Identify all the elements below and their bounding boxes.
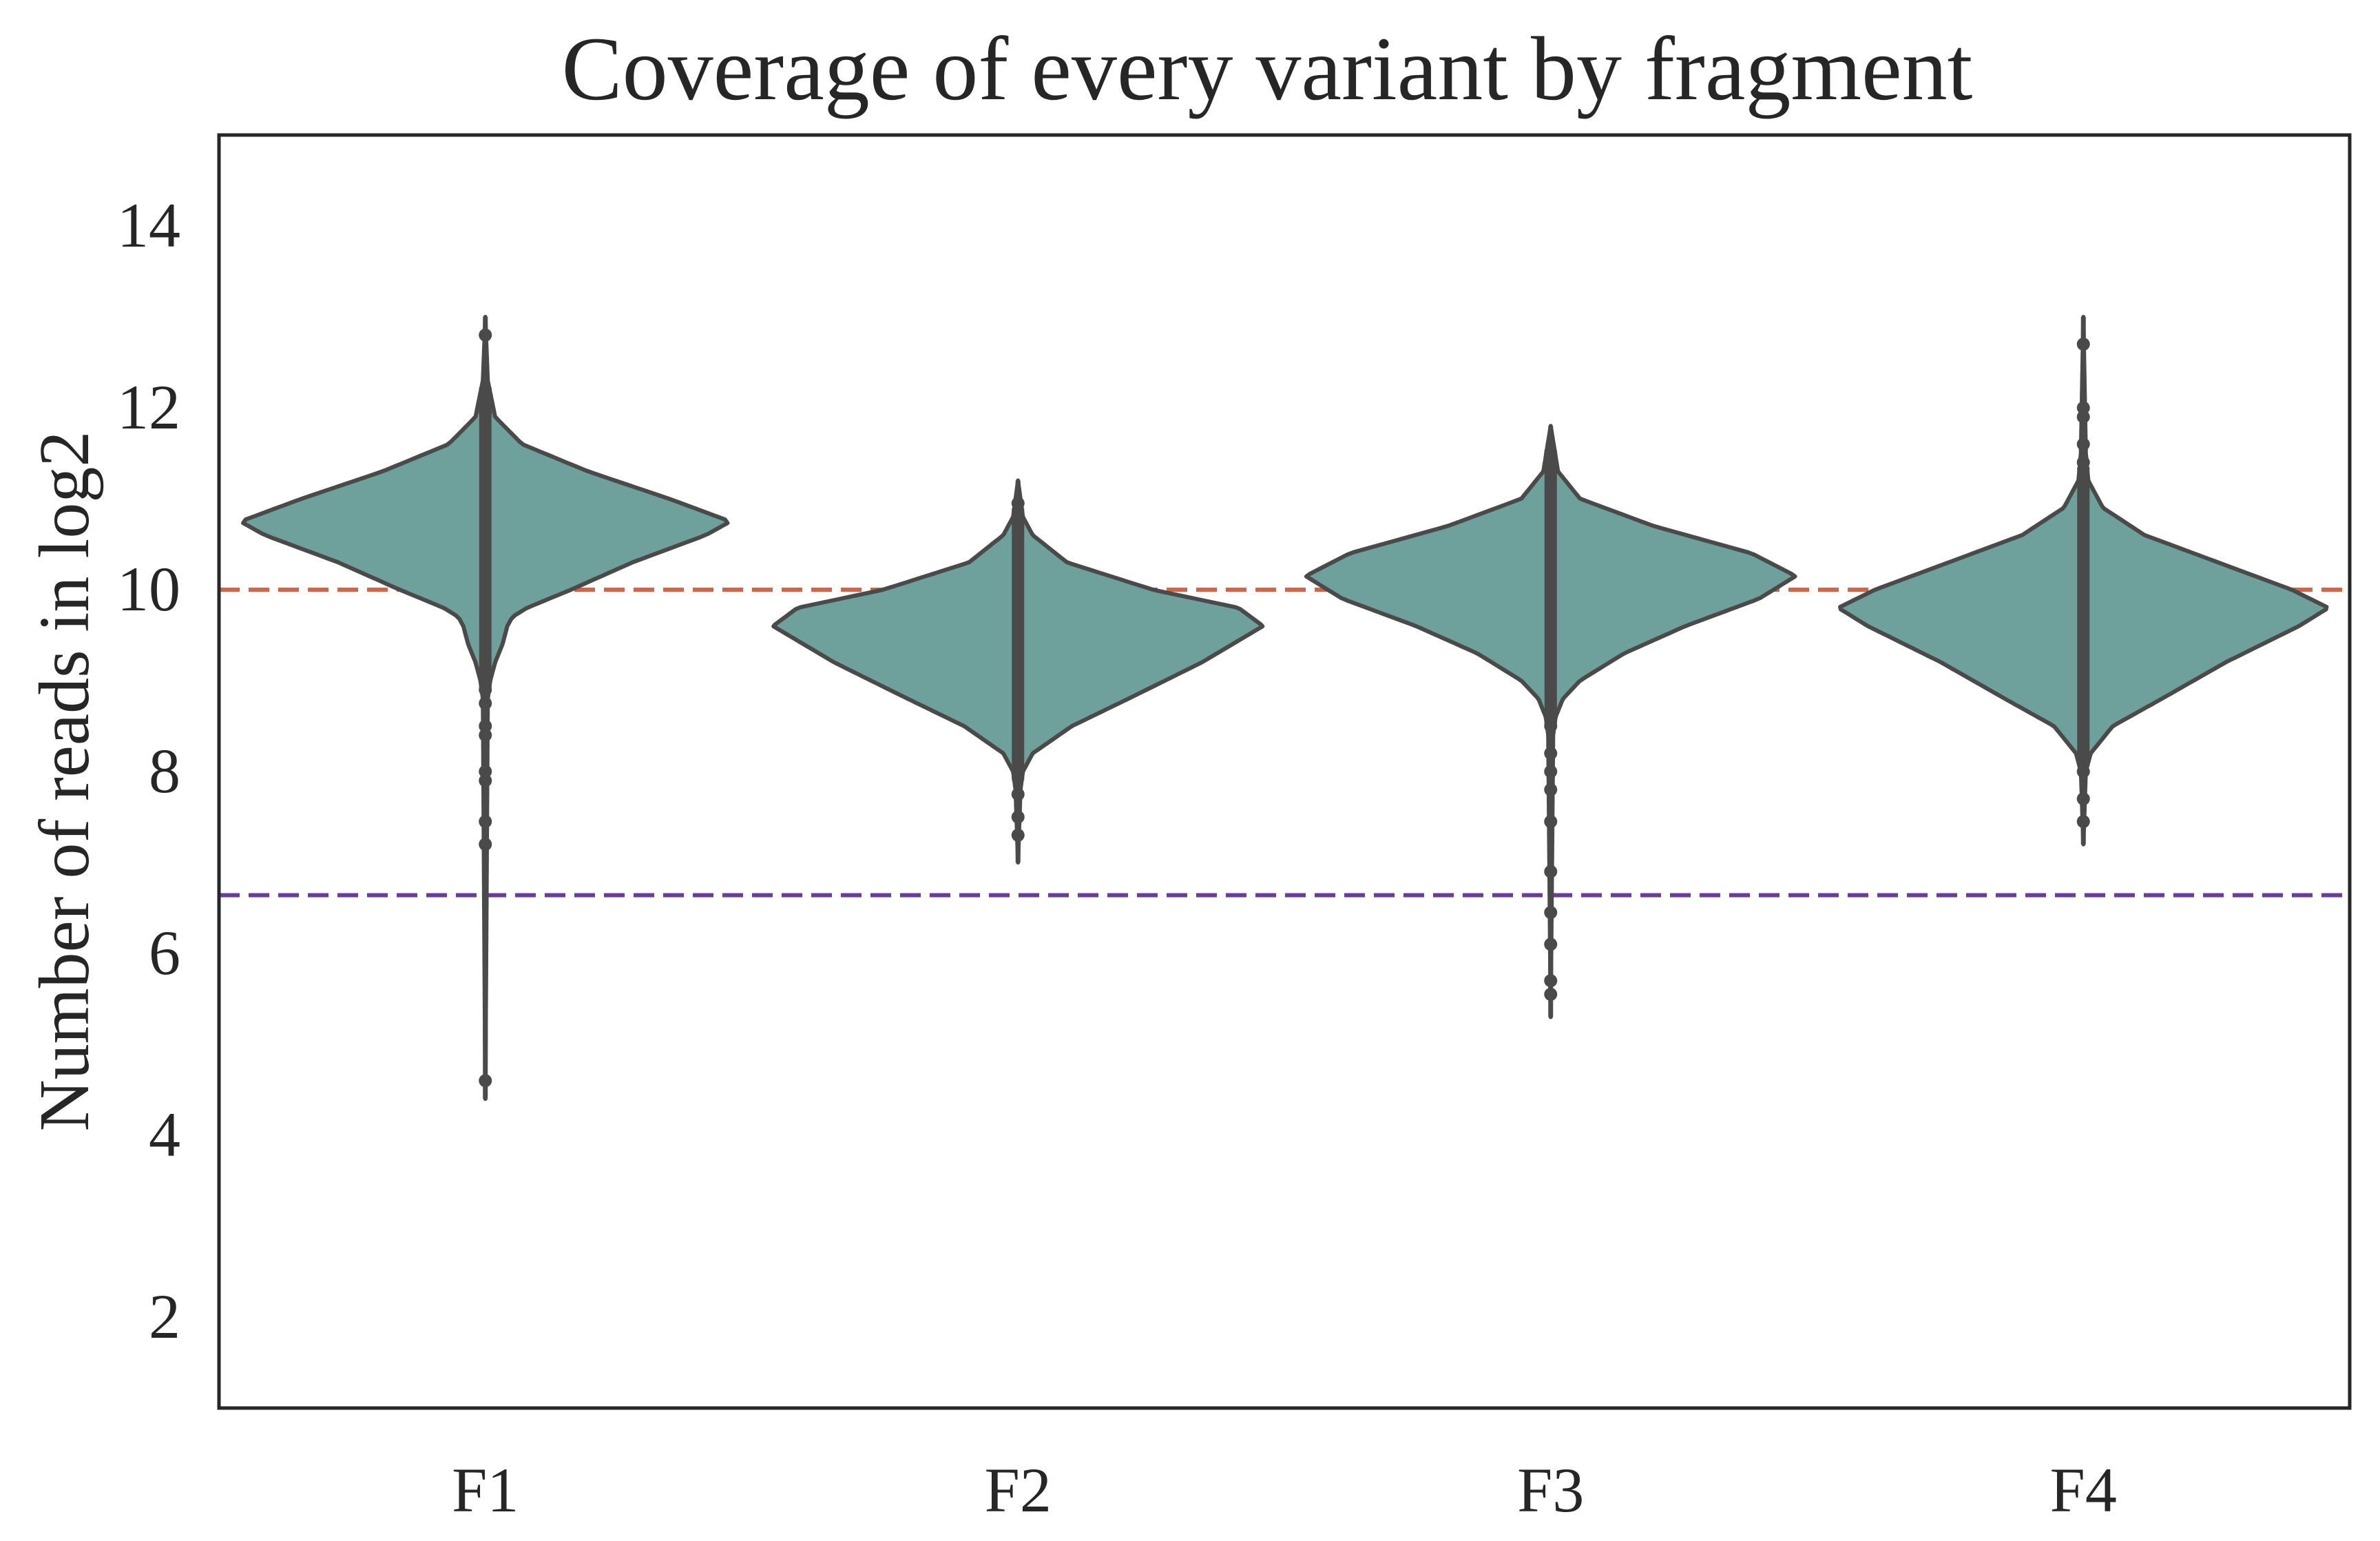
violin-point bbox=[1544, 783, 1558, 796]
violin-point bbox=[479, 406, 492, 420]
violin-F4 bbox=[1838, 315, 2329, 847]
violin-point bbox=[479, 719, 492, 733]
y-tick-label: 4 bbox=[149, 1099, 180, 1170]
violin-point bbox=[2076, 455, 2090, 469]
violin-point bbox=[2076, 410, 2090, 424]
violin-point bbox=[479, 765, 492, 778]
y-ticks: 2 4 6 8 10 12 14 bbox=[117, 190, 180, 1352]
violin-point bbox=[2076, 437, 2090, 451]
violin-F1 bbox=[241, 315, 730, 1102]
violin-point bbox=[2076, 401, 2090, 415]
y-tick-label: 14 bbox=[117, 190, 180, 260]
violin-point bbox=[1011, 787, 1025, 801]
violin-F2 bbox=[771, 478, 1265, 865]
violin-point bbox=[479, 815, 492, 829]
violin-point bbox=[479, 774, 492, 787]
violin-point bbox=[1544, 719, 1558, 733]
violin-point bbox=[1544, 987, 1558, 1001]
y-axis-label: Number of reads in log2 bbox=[25, 431, 104, 1132]
y-tick-label: 6 bbox=[149, 918, 180, 988]
violin-point bbox=[479, 838, 492, 851]
violin-point bbox=[1011, 810, 1025, 824]
violin-point bbox=[2076, 792, 2090, 806]
violin-point bbox=[1544, 765, 1558, 778]
violin-point bbox=[2076, 765, 2090, 778]
violin-point bbox=[479, 1074, 492, 1088]
x-tick-label: F2 bbox=[985, 1455, 1052, 1525]
x-tick-label: F3 bbox=[1517, 1455, 1584, 1525]
violin-F3 bbox=[1304, 424, 1797, 1020]
violin-point bbox=[1544, 747, 1558, 761]
violin-point bbox=[1544, 865, 1558, 878]
violin-point bbox=[479, 328, 492, 342]
violin-point bbox=[2076, 338, 2090, 351]
violin-point bbox=[479, 696, 492, 710]
violin-point bbox=[1544, 906, 1558, 920]
x-tick-label: F4 bbox=[2050, 1455, 2117, 1525]
violin-point bbox=[1011, 828, 1025, 842]
violin-point bbox=[479, 728, 492, 742]
chart-title: Coverage of every variant by fragment bbox=[562, 18, 1973, 119]
violin-point bbox=[1544, 974, 1558, 988]
x-tick-label: F1 bbox=[452, 1455, 519, 1525]
violin-point bbox=[479, 683, 492, 696]
y-tick-label: 10 bbox=[117, 554, 180, 624]
y-tick-label: 2 bbox=[149, 1281, 180, 1352]
violin-point bbox=[2076, 474, 2090, 488]
plot-frame bbox=[217, 133, 2352, 1410]
violin-point bbox=[2076, 815, 2090, 829]
y-tick-label: 8 bbox=[149, 736, 180, 806]
violin-point bbox=[1544, 815, 1558, 829]
x-ticks: F1 F2 F3 F4 bbox=[452, 1455, 2117, 1525]
violins bbox=[241, 315, 2329, 1102]
violin-point bbox=[1544, 446, 1558, 460]
violin-point bbox=[1544, 938, 1558, 951]
violin-point bbox=[1011, 497, 1025, 510]
y-tick-label: 12 bbox=[117, 372, 180, 442]
